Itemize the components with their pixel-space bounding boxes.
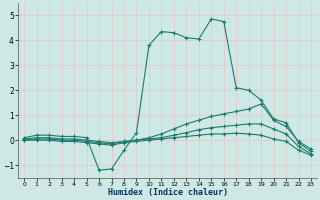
X-axis label: Humidex (Indice chaleur): Humidex (Indice chaleur) [108, 188, 228, 197]
